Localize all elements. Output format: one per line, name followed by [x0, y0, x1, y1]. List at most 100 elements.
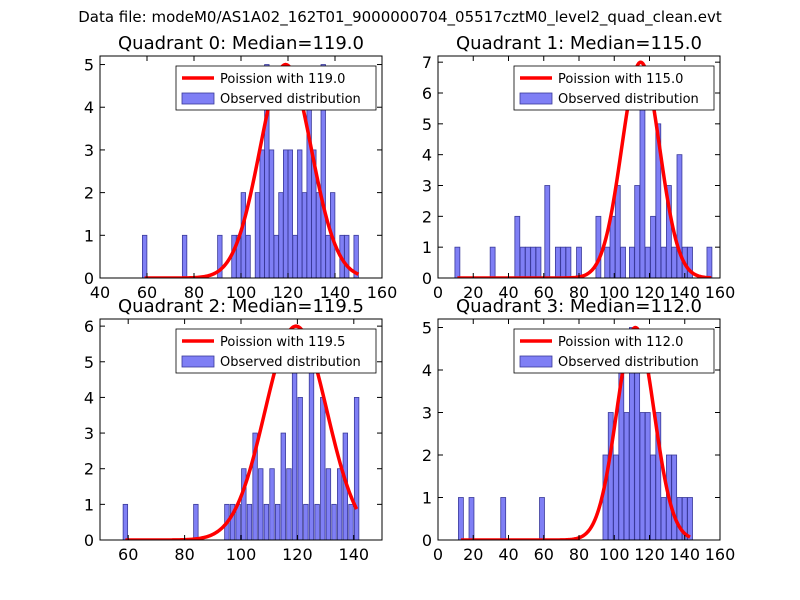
histogram-bar	[676, 497, 683, 540]
histogram-bar	[650, 454, 656, 540]
histogram-bar	[544, 185, 551, 278]
histogram-bar	[259, 149, 265, 278]
histogram-bar	[634, 185, 641, 278]
x-tick-label: 160	[705, 283, 736, 302]
histogram-bar	[193, 503, 199, 540]
histogram-bar	[620, 246, 626, 278]
histogram-bar	[706, 246, 713, 278]
x-tick-label: 40	[498, 283, 518, 302]
histogram-bar	[671, 454, 678, 540]
y-tick-label: 4	[422, 146, 432, 165]
histogram-bar	[325, 234, 331, 278]
histogram-bar	[623, 412, 630, 540]
x-tick-label: 20	[463, 545, 483, 564]
legend-line-label: Poission with 112.0	[558, 335, 683, 350]
y-tick-label: 4	[84, 388, 94, 407]
histogram-bar	[142, 234, 148, 278]
histogram-bar	[666, 185, 672, 278]
quadrant-3-title: Quadrant 3: Median=112.0	[456, 296, 702, 317]
histogram-bar	[676, 154, 683, 278]
x-tick-label: 160	[705, 545, 736, 564]
histogram-bar	[315, 192, 322, 278]
histogram-bar	[644, 412, 651, 540]
y-tick-label: 3	[422, 177, 432, 196]
histogram-bars	[454, 92, 713, 278]
histogram-bar	[353, 397, 360, 540]
histogram-bar	[655, 412, 662, 540]
histogram-bar	[629, 246, 635, 278]
x-tick-label: 0	[433, 283, 443, 302]
legend-bar-label: Observed distribution	[558, 355, 699, 370]
y-tick-label: 2	[422, 446, 432, 465]
histogram-bar	[301, 192, 308, 278]
histogram-bar	[535, 246, 542, 278]
histogram-bar	[314, 503, 320, 540]
x-tick-label: 120	[634, 283, 665, 302]
y-tick-label: 6	[84, 317, 94, 336]
histogram-bar	[286, 468, 292, 540]
legend-bar-swatch	[519, 92, 553, 105]
x-tick-label: 120	[273, 283, 304, 302]
x-tick-label: 140	[339, 545, 370, 564]
legend: Poission with 115.0 Observed distribution	[513, 65, 715, 111]
histogram-bar	[660, 246, 667, 278]
y-tick-label: 1	[84, 495, 94, 514]
quadrant-2-plot: Quadrant 2: Median=119.5 60 80 100 120 140 0 1 2…	[84, 296, 383, 564]
histogram-bar	[297, 149, 303, 278]
y-tick-label: 3	[84, 424, 94, 443]
figure-suptitle: Data file: modeM0/AS1A02_162T01_90000007…	[78, 8, 722, 26]
histogram-bar	[554, 246, 561, 278]
x-tick-label: 40	[90, 283, 110, 302]
y-tick-label: 5	[84, 56, 94, 75]
histogram-bar	[254, 192, 261, 278]
x-tick-label: 140	[669, 545, 700, 564]
histogram-bar	[263, 503, 270, 540]
legend-line-label: Poission with 119.5	[220, 335, 345, 350]
y-tick-label: 2	[84, 184, 94, 203]
x-tick-label: 140	[320, 283, 351, 302]
x-tick-label: 140	[669, 283, 700, 302]
histogram-bar	[655, 123, 662, 278]
y-tick-label: 2	[84, 460, 94, 479]
histogram-bar	[292, 234, 298, 278]
histogram-bar	[614, 185, 621, 278]
histogram-bar	[344, 234, 350, 278]
histogram-bar	[604, 246, 611, 278]
histogram-bar	[525, 246, 531, 278]
poisson-curve	[460, 325, 691, 540]
histogram-bar	[280, 432, 286, 540]
x-tick-label: 60	[534, 545, 554, 564]
x-tick-label: 60	[118, 545, 138, 564]
histogram-bar	[489, 246, 496, 278]
histogram-bar	[348, 503, 354, 540]
histogram-bar	[353, 234, 359, 278]
poisson-curve	[456, 60, 712, 278]
y-tick-label: 1	[422, 489, 432, 508]
x-tick-label: 120	[634, 545, 665, 564]
histogram-bar	[275, 503, 281, 540]
histogram-bar	[519, 246, 526, 278]
histogram-bars	[122, 361, 360, 540]
histogram-bar	[639, 412, 646, 540]
legend-bar-label: Observed distribution	[558, 92, 699, 107]
legend-bar-label: Observed distribution	[220, 92, 361, 107]
histogram-bar	[500, 497, 507, 540]
x-tick-label: 100	[226, 545, 257, 564]
histogram-bar	[530, 246, 537, 278]
y-tick-label: 6	[422, 84, 432, 103]
histogram-bar	[331, 503, 337, 540]
histogram-bar	[278, 192, 284, 278]
y-tick-label: 0	[84, 531, 94, 550]
histogram-bar	[337, 468, 343, 540]
x-tick-label: 120	[282, 545, 313, 564]
y-tick-label: 4	[84, 98, 94, 117]
y-tick-label: 5	[422, 115, 432, 134]
x-tick-label: 20	[463, 283, 483, 302]
histogram-bar	[258, 468, 264, 540]
x-tick-label: 0	[433, 545, 443, 564]
histogram-bar	[297, 397, 303, 540]
histogram-bar	[660, 497, 667, 540]
x-tick-label: 160	[367, 283, 398, 302]
x-tick-label: 40	[498, 545, 518, 564]
